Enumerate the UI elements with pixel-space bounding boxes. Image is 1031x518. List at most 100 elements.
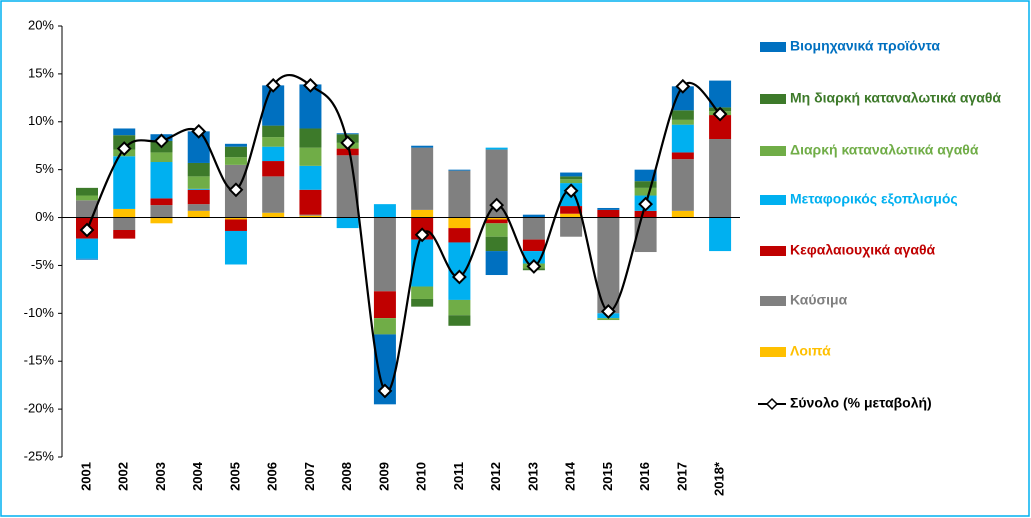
x-tick-label: 2010	[414, 462, 429, 491]
bar-segment	[448, 170, 471, 218]
bar-segment	[411, 286, 434, 299]
bar-segment	[485, 219, 508, 224]
y-tick-label: 5%	[35, 161, 54, 176]
total-marker	[228, 182, 244, 198]
bar-segment	[411, 209, 434, 218]
total-line	[85, 74, 721, 393]
bar-segment	[671, 110, 694, 120]
bar-segment	[262, 212, 285, 218]
bar-segment	[373, 318, 396, 335]
bar-segment	[411, 147, 434, 210]
bar-segment	[373, 204, 396, 218]
bar-segment	[671, 86, 694, 111]
bar-segment	[299, 128, 322, 148]
bar-segment	[448, 217, 471, 229]
legend-label: Μεταφορικός εξοπλισμός	[790, 191, 958, 207]
bar-segment	[671, 124, 694, 153]
x-tick-label: 2018*	[712, 461, 727, 496]
bar-segment	[299, 215, 322, 218]
bar-segment	[634, 187, 657, 196]
bar-segment	[262, 137, 285, 147]
y-tick-label: 0%	[35, 209, 54, 224]
y-tick-label: 10%	[28, 113, 54, 128]
legend-label: Βιομηχανικά προϊόντα	[790, 38, 940, 54]
bar-segment	[485, 217, 508, 220]
legend-swatch	[760, 94, 786, 104]
total-marker	[638, 196, 654, 212]
bar-segment	[187, 189, 210, 205]
bar-segment	[150, 217, 173, 224]
legend-label: Σύνολο (% μεταβολή)	[790, 395, 932, 411]
y-tick-label: -25%	[24, 448, 55, 463]
bar-segment	[560, 179, 583, 184]
bar-segment	[709, 80, 732, 108]
y-tick-label: 15%	[28, 65, 54, 80]
bar-segment	[448, 169, 471, 171]
x-tick-label: 2008	[339, 462, 354, 491]
bar-segment	[522, 217, 545, 240]
bar-segment	[299, 189, 322, 215]
y-tick-label: -15%	[24, 353, 55, 368]
bar-segment	[709, 217, 732, 252]
x-tick-label: 2016	[637, 462, 652, 491]
legend-swatch	[760, 195, 786, 205]
bar-segment	[299, 84, 322, 129]
bar-segment	[113, 217, 136, 231]
bar-segment	[709, 139, 732, 218]
y-tick-label: -20%	[24, 401, 55, 416]
x-tick-label: 2009	[376, 462, 391, 491]
x-tick-label: 2006	[265, 462, 280, 491]
legend-label: Καύσιμα	[790, 292, 848, 308]
bar-segment	[560, 217, 583, 237]
bar-segment	[597, 217, 620, 314]
bar-segment	[634, 181, 657, 188]
bar-segment	[113, 128, 136, 136]
legend-swatch	[760, 296, 786, 306]
bar-segment	[299, 147, 322, 166]
total-marker	[116, 141, 132, 157]
bar-segment	[187, 162, 210, 177]
bar-segment	[76, 187, 98, 196]
bar-segment	[709, 115, 732, 140]
bar-segment	[187, 210, 210, 218]
y-tick-label: -10%	[24, 305, 55, 320]
bar-segment	[150, 205, 173, 218]
bar-segment	[113, 156, 136, 209]
legend-label: Κεφαλαιουχικά αγαθά	[790, 242, 936, 258]
bar-segment	[671, 152, 694, 160]
bar-segment	[373, 217, 396, 292]
bar-segment	[76, 200, 98, 218]
total-marker	[489, 197, 505, 213]
x-tick-label: 2003	[153, 462, 168, 491]
bar-segment	[299, 214, 322, 216]
bar-segment	[224, 217, 247, 220]
legend-swatch	[760, 42, 786, 52]
bar-segment	[522, 239, 545, 252]
x-tick-label: 2013	[525, 462, 540, 491]
bar-segment	[262, 176, 285, 213]
bar-segment	[448, 299, 471, 316]
total-marker	[154, 133, 169, 149]
x-tick-label: 2002	[116, 462, 131, 491]
total-marker	[712, 106, 728, 122]
total-marker	[191, 123, 207, 139]
bar-segment	[634, 210, 657, 218]
x-tick-label: 2015	[600, 462, 615, 491]
bar-segment	[411, 145, 434, 148]
bar-segment	[485, 251, 508, 276]
x-tick-label: 2017	[674, 462, 689, 491]
bar-segment	[150, 152, 173, 163]
bar-segment	[150, 198, 173, 206]
x-tick-label: 2007	[302, 462, 317, 491]
bar-segment	[262, 125, 285, 138]
bar-segment	[224, 157, 247, 165]
bar-segment	[448, 315, 471, 326]
bar-segment	[634, 169, 657, 182]
legend-label: Διαρκή καταναλωτικά αγαθά	[790, 142, 979, 158]
bar-segment	[485, 147, 508, 150]
bar-segment	[299, 165, 322, 190]
bar-segment	[597, 318, 620, 321]
bar-segment	[560, 206, 583, 214]
x-tick-label: 2001	[78, 462, 93, 491]
